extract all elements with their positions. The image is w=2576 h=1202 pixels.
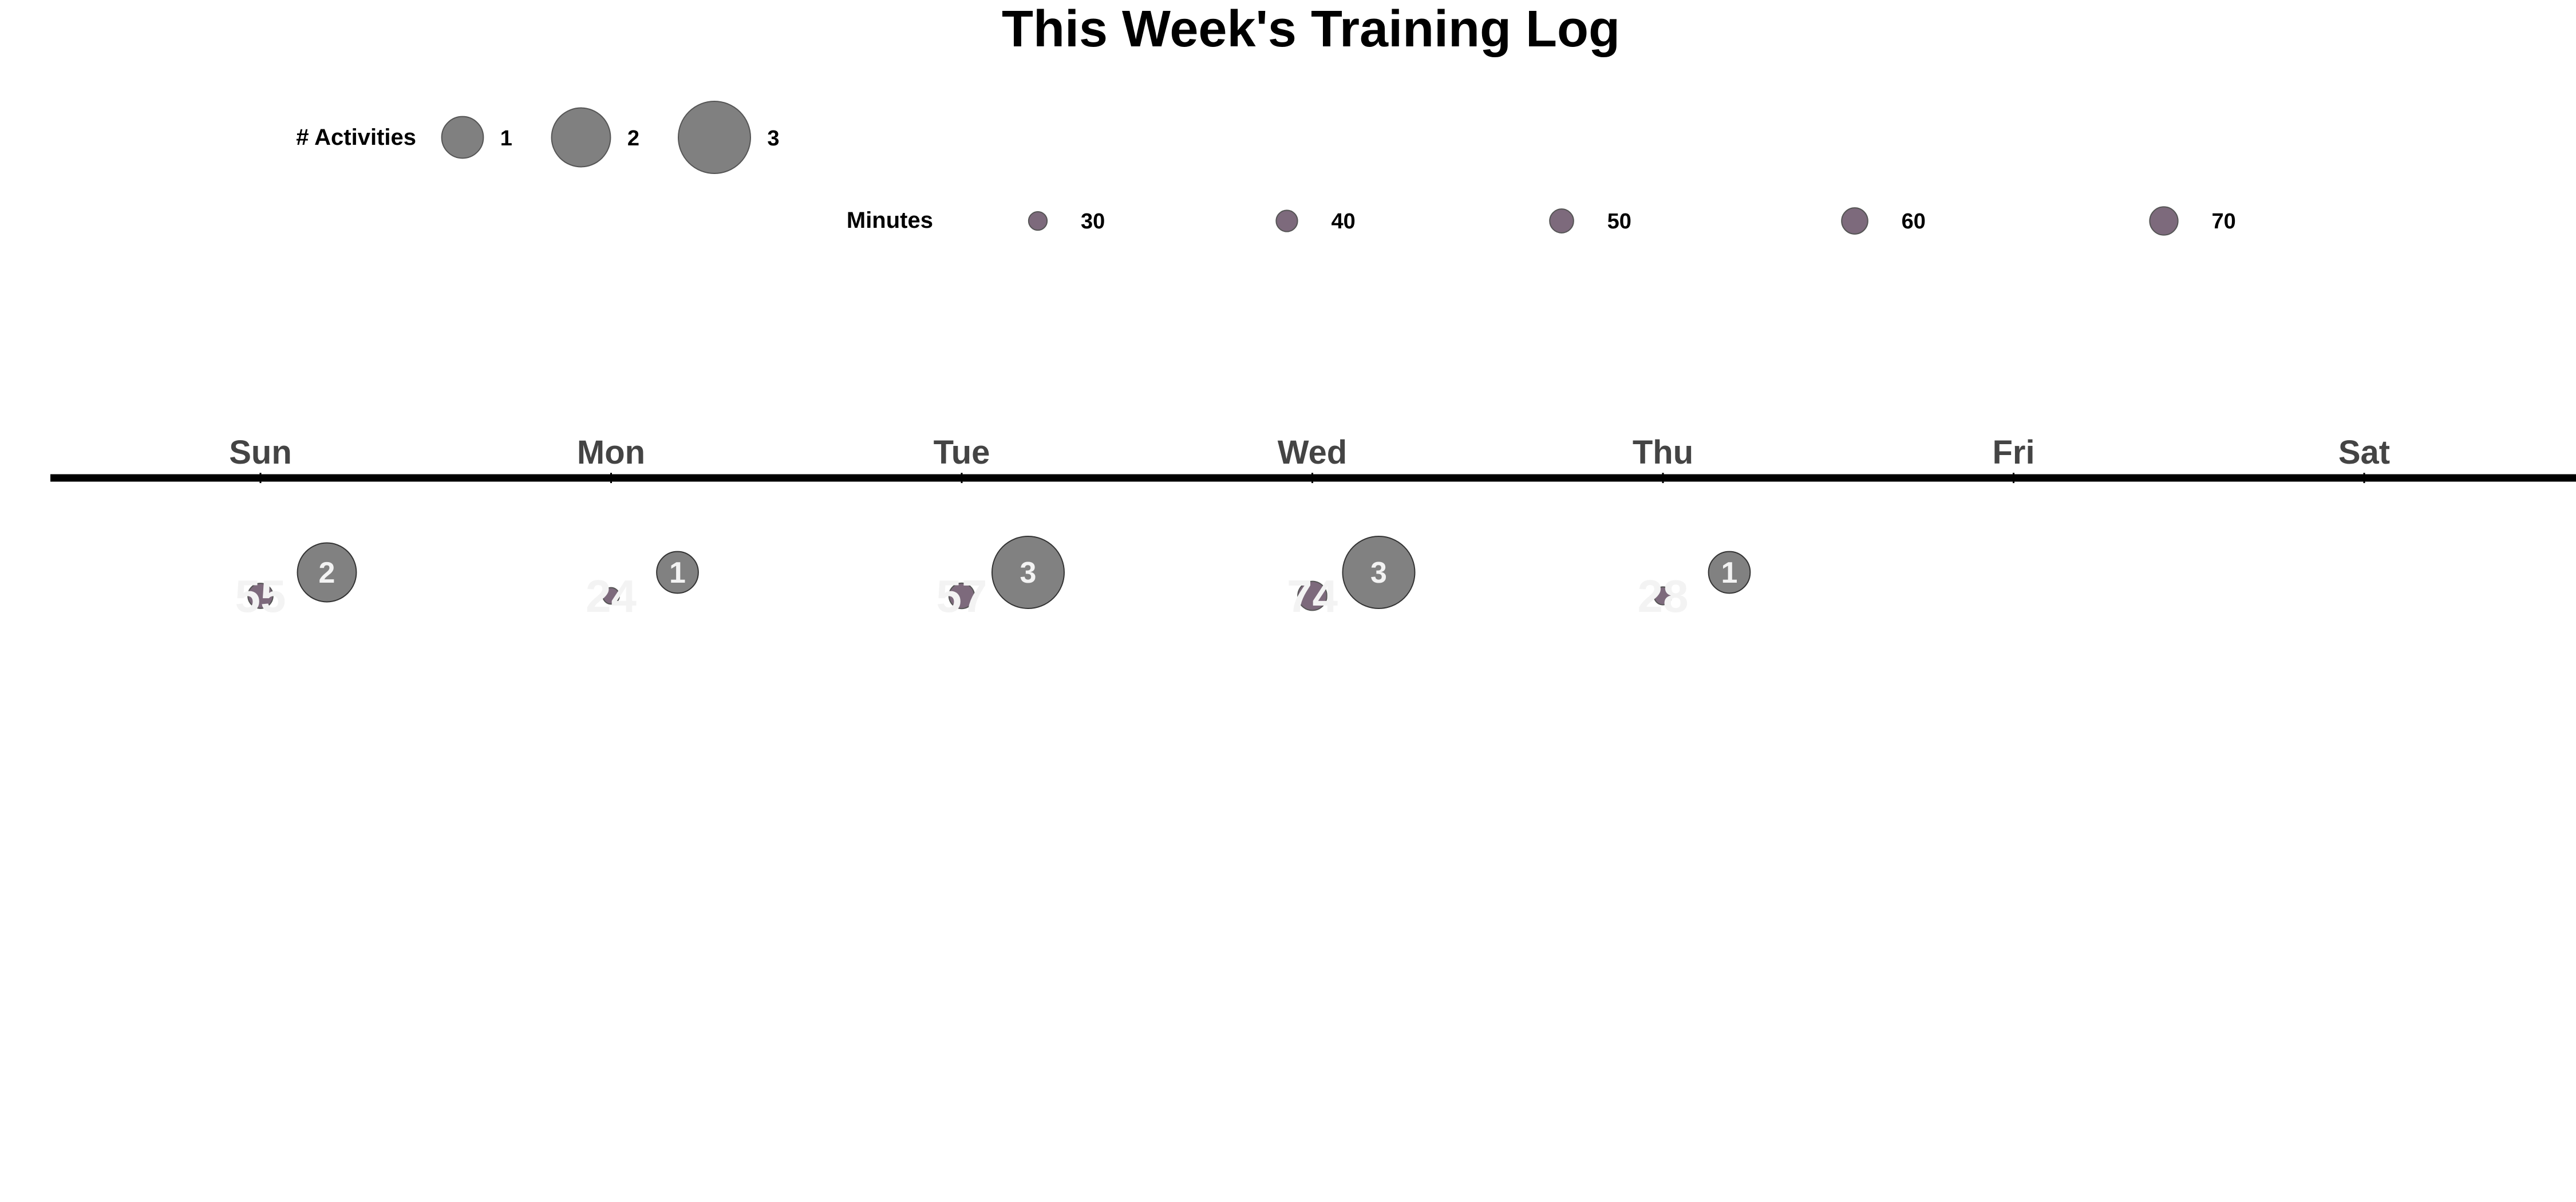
minutes-value-mon: 24 xyxy=(586,571,637,622)
minutes-legend-title: Minutes xyxy=(847,208,933,233)
minutes-legend-bubble xyxy=(1275,209,1298,232)
minutes-legend-bubble xyxy=(1028,211,1048,231)
minutes-legend-bubble xyxy=(1841,207,1868,235)
chart-title: This Week's Training Log xyxy=(1002,1,1620,58)
minutes-legend-value: 30 xyxy=(1081,209,1105,234)
activities-legend: # Activities 1 2 3 xyxy=(296,101,780,174)
minutes-legend-value: 60 xyxy=(1902,209,1926,234)
minutes-bubble-mon xyxy=(602,587,620,605)
minutes-legend: Minutes 30 40 50 60 70 xyxy=(847,206,2236,236)
day-axis: Sun Mon Tue Wed Thu Fri Sat xyxy=(229,434,2390,483)
minutes-legend-value: 40 xyxy=(1331,209,1355,234)
activities-legend-value: 1 xyxy=(500,126,512,151)
activities-legend-bubble xyxy=(551,107,611,168)
activities-legend-title: # Activities xyxy=(296,125,416,150)
day-label-wed: Wed xyxy=(1278,434,1347,471)
activities-value-thu: 1 xyxy=(1721,556,1738,590)
day-label-sun: Sun xyxy=(229,434,292,471)
activities-legend-bubble xyxy=(441,116,484,159)
activities-bubble-thu xyxy=(1708,551,1751,594)
day-label-mon: Mon xyxy=(577,434,645,471)
minutes-value-sun: 55 xyxy=(235,571,286,622)
minutes-legend-value: 50 xyxy=(1607,209,1631,234)
activities-bubble-mon xyxy=(656,551,699,594)
minutes-value-thu: 28 xyxy=(1638,571,1689,622)
minutes-bubble-tue xyxy=(948,582,975,610)
activities-bubble-tue xyxy=(991,536,1065,609)
activities-bubble-wed xyxy=(1342,536,1416,609)
day-label-sat: Sat xyxy=(2338,434,2390,471)
activities-legend-value: 2 xyxy=(627,126,639,151)
minutes-legend-bubble xyxy=(1549,208,1574,234)
minutes-bubble-wed xyxy=(1297,580,1327,611)
activities-legend-bubble xyxy=(678,101,751,174)
activities-value-mon: 1 xyxy=(669,556,686,590)
minutes-bubble-thu xyxy=(1653,586,1673,606)
minutes-value-tue: 57 xyxy=(937,571,987,622)
day-label-tue: Tue xyxy=(934,434,990,471)
day-label-thu: Thu xyxy=(1633,434,1693,471)
minutes-bubble-sun xyxy=(247,583,274,609)
minutes-value-wed: 74 xyxy=(1287,571,1338,622)
activities-value-sun: 2 xyxy=(319,556,335,590)
activities-legend-value: 3 xyxy=(767,126,779,151)
bubble-layer: 55 2 24 1 57 3 74 3 28 1 xyxy=(235,536,1751,622)
activities-bubble-sun xyxy=(297,542,357,603)
activities-value-tue: 3 xyxy=(1020,556,1037,590)
minutes-legend-value: 70 xyxy=(2212,209,2236,234)
activities-value-wed: 3 xyxy=(1370,556,1387,590)
day-label-fri: Fri xyxy=(1992,434,2034,471)
minutes-legend-bubble xyxy=(2149,206,2179,236)
